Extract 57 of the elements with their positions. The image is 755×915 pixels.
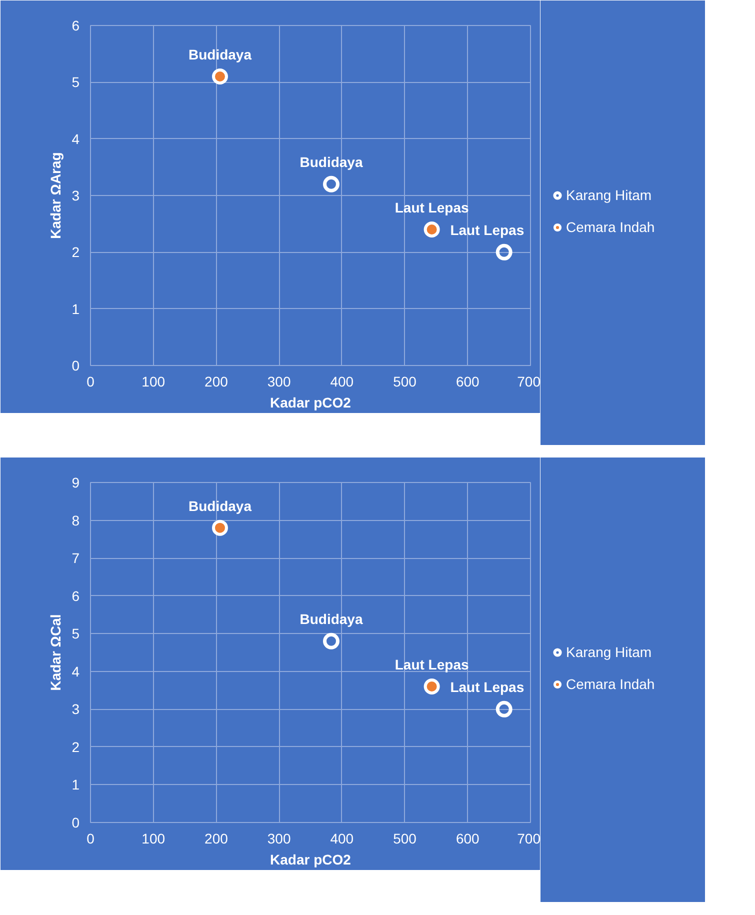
point bbox=[322, 632, 340, 650]
point bbox=[322, 176, 340, 192]
y-tick-label: 6 bbox=[72, 588, 80, 604]
x-tick-label: 300 bbox=[267, 374, 291, 390]
x-tick-label: 100 bbox=[142, 374, 166, 390]
annotation: Laut Lepas bbox=[450, 222, 524, 238]
y-tick-label: 8 bbox=[72, 512, 80, 528]
y-tick-label: 1 bbox=[72, 300, 80, 317]
y-tick-label: 5 bbox=[72, 626, 80, 642]
y-tick-label: 6 bbox=[72, 18, 80, 34]
y-tick-label: 0 bbox=[72, 814, 80, 830]
y-tick-label: 1 bbox=[72, 776, 80, 793]
x-axis-title: Kadar pCO2 bbox=[270, 852, 352, 868]
point bbox=[424, 678, 440, 694]
x-tick-label: 200 bbox=[204, 374, 228, 390]
x-tick-label: 400 bbox=[330, 374, 354, 390]
y-tick-label: 4 bbox=[72, 663, 80, 680]
x-tick-label: 500 bbox=[393, 374, 417, 390]
legend-label: Cemara Indah bbox=[566, 676, 655, 692]
y-tick-label: 3 bbox=[72, 188, 80, 204]
point bbox=[212, 520, 228, 536]
x-tick-label: 100 bbox=[142, 830, 166, 846]
y-tick-label: 4 bbox=[72, 130, 80, 147]
annotation: Budidaya bbox=[188, 46, 252, 62]
annotation: Laut Lepas bbox=[450, 679, 524, 696]
annotation: Budidaya bbox=[300, 611, 363, 628]
x-tick-label: 500 bbox=[393, 830, 417, 846]
y-tick-label: 2 bbox=[72, 738, 80, 755]
point bbox=[212, 68, 228, 84]
y-tick-label: 0 bbox=[72, 358, 80, 374]
annotation: Budidaya bbox=[300, 154, 363, 170]
y-axis-title: Kadar ΩArag bbox=[48, 152, 64, 239]
legend-label: Cemara Indah bbox=[566, 219, 655, 235]
annotation: Budidaya bbox=[188, 498, 252, 514]
y-tick-label: 2 bbox=[72, 244, 80, 260]
y-axis-title: Kadar ΩCal bbox=[48, 614, 64, 691]
x-tick-label: 600 bbox=[456, 830, 480, 846]
x-tick-label: 300 bbox=[267, 830, 291, 846]
y-tick-label: 5 bbox=[72, 74, 80, 90]
annotation: Laut Lepas bbox=[394, 200, 469, 216]
annotation: Laut Lepas bbox=[394, 656, 469, 672]
x-tick-label: 0 bbox=[86, 830, 95, 846]
x-axis-title: Kadar pCO2 bbox=[270, 394, 352, 410]
point bbox=[496, 244, 512, 260]
point bbox=[496, 700, 512, 718]
x-tick-label: 700 bbox=[517, 374, 541, 390]
x-tick-label: 200 bbox=[204, 830, 228, 846]
x-tick-label: 400 bbox=[330, 830, 354, 846]
x-tick-label: 0 bbox=[86, 374, 95, 390]
y-tick-label: 3 bbox=[72, 701, 80, 718]
x-tick-label: 700 bbox=[517, 830, 541, 846]
point bbox=[424, 222, 440, 238]
legend-label: Karang Hitam bbox=[566, 187, 652, 203]
y-tick-label: 7 bbox=[72, 550, 80, 566]
y-tick-label: 9 bbox=[72, 474, 80, 490]
legend-label: Karang Hitam bbox=[566, 644, 652, 660]
x-tick-label: 600 bbox=[456, 374, 480, 390]
